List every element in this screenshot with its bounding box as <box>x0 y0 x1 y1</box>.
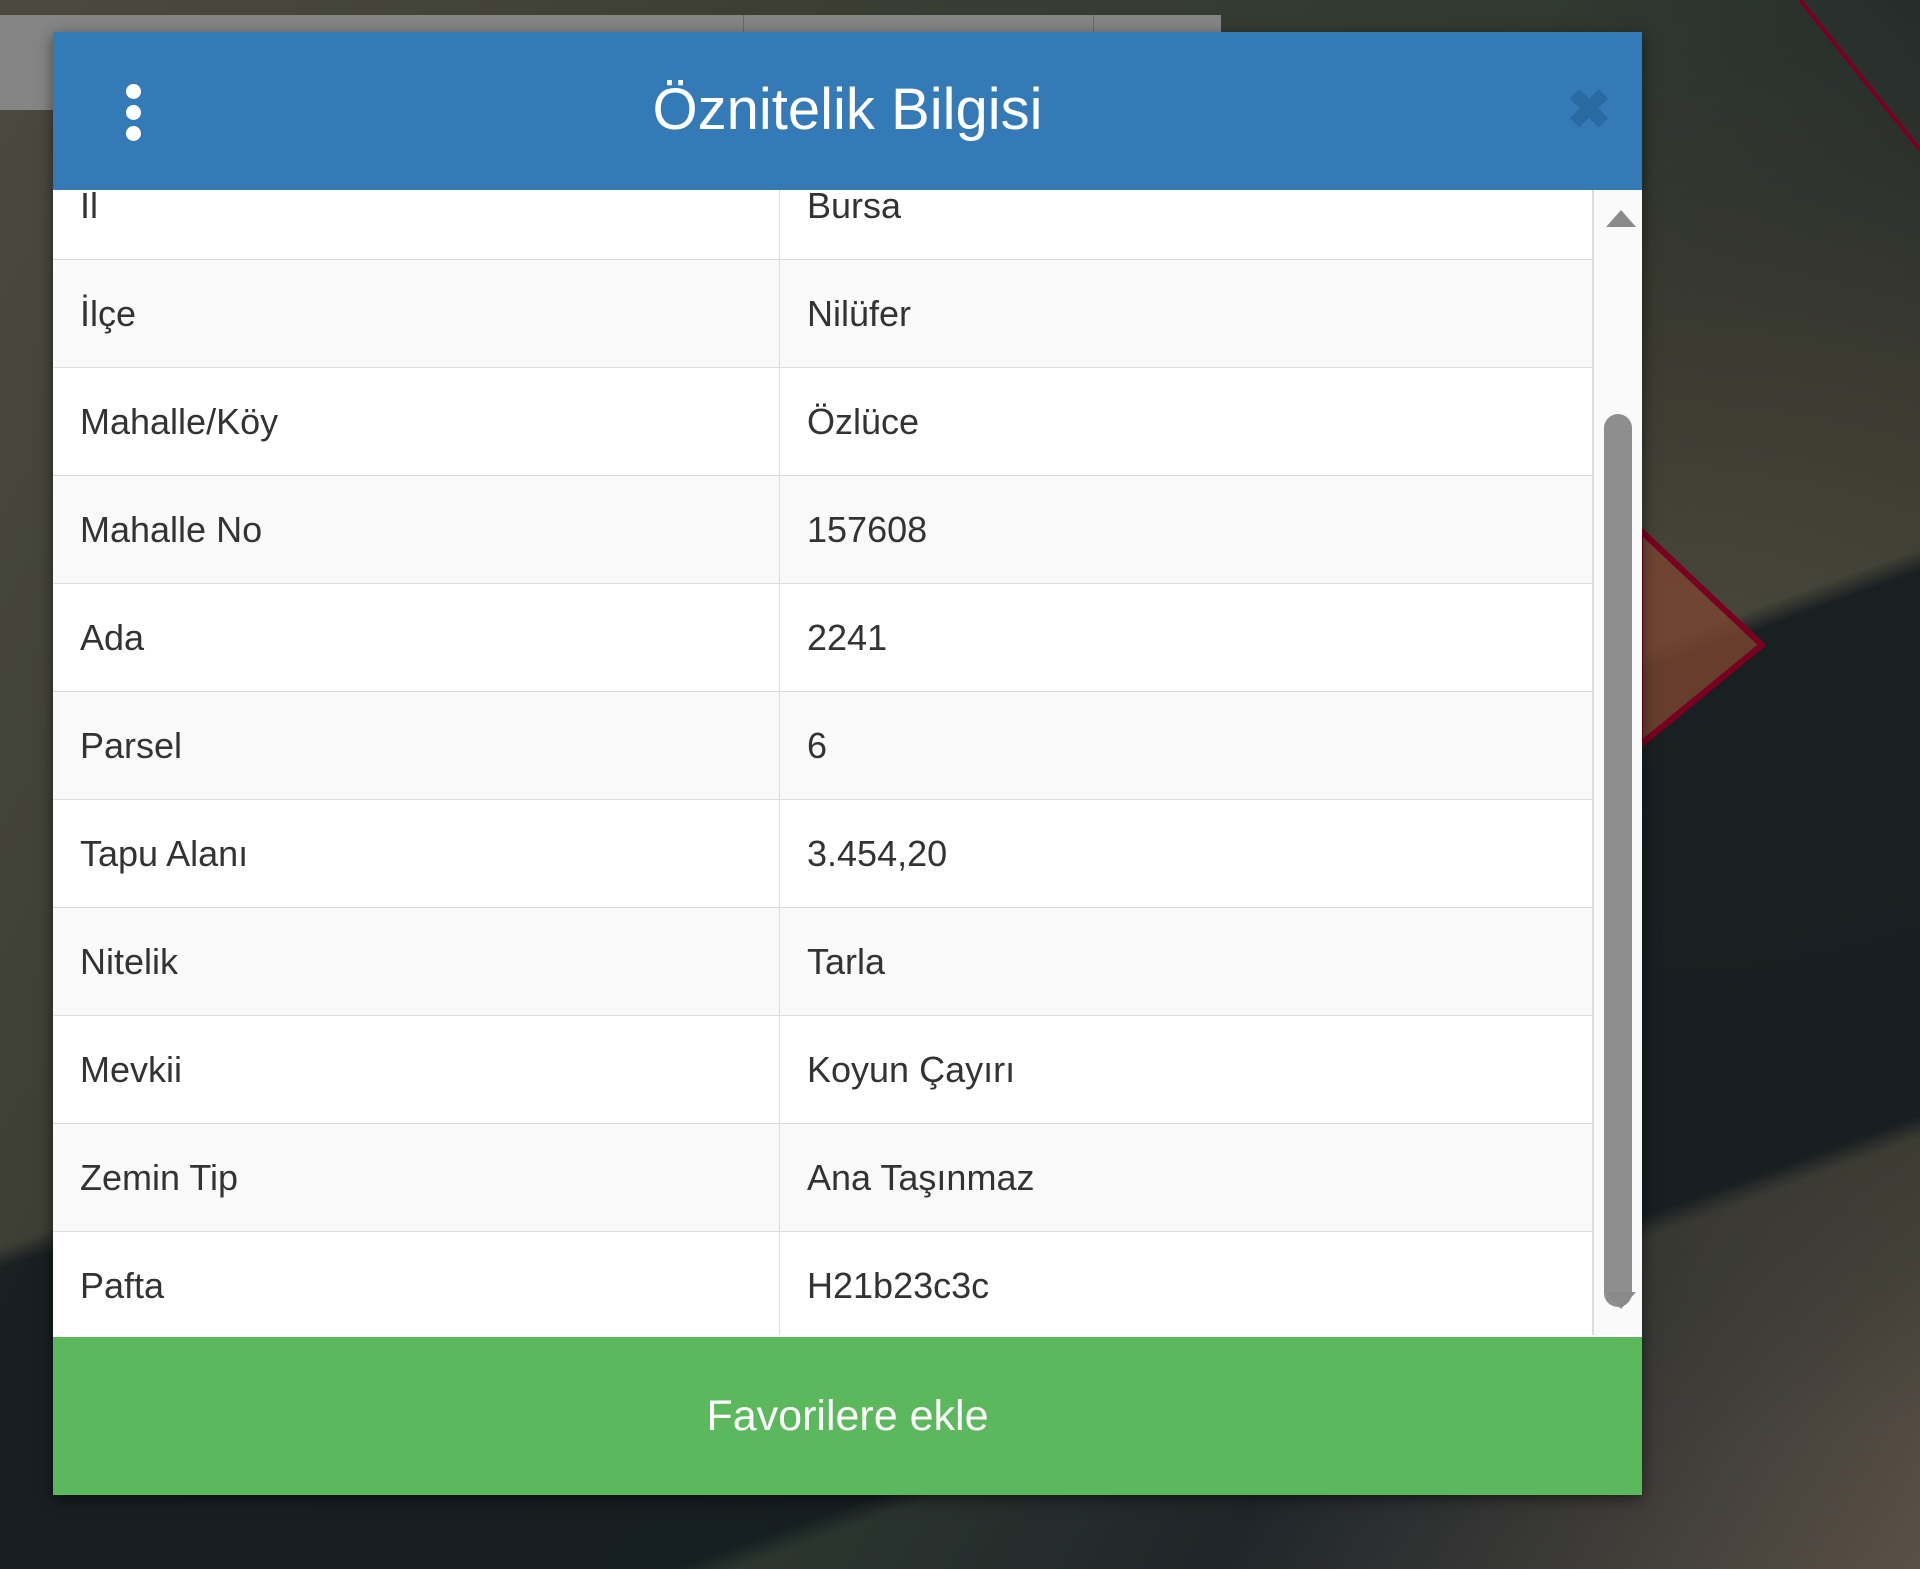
attribute-value: Ana Taşınmaz <box>807 1156 1035 1198</box>
attribute-label: Mahalle No <box>53 476 780 583</box>
table-row: Tapu Alanı 3.454,20 <box>53 800 1592 908</box>
table-row: Mevkii Koyun Çayırı <box>53 1016 1592 1124</box>
attribute-label: Mahalle/Köy <box>53 368 780 475</box>
attribute-label: İl <box>53 190 780 259</box>
attribute-value: Tarla <box>807 940 886 982</box>
add-to-favorites-button[interactable]: Favorilere ekle <box>53 1337 1642 1495</box>
attribute-value: 6 <box>807 724 828 766</box>
table-row: Mahalle/Köy Özlüce <box>53 368 1592 476</box>
dialog-title: Öznitelik Bilgisi <box>652 77 1043 142</box>
attribute-value: 2241 <box>807 616 888 658</box>
attribute-info-dialog: Öznitelik Bilgisi ✖ İl Bursa İlçe Nilüfer Ma… <box>53 32 1642 1495</box>
table-row: Mahalle No 157608 <box>53 476 1592 584</box>
parcel-polygon[interactable] <box>1637 523 1767 752</box>
attribute-label: Nitelik <box>53 908 780 1015</box>
parcel-boundary-line <box>1798 0 1920 152</box>
attribute-label: Pafta <box>53 1232 780 1335</box>
attribute-value: Bursa <box>807 190 902 226</box>
table-row: Nitelik Tarla <box>53 908 1592 1016</box>
attribute-value: Nilüfer <box>807 292 912 334</box>
attribute-label: Ada <box>53 584 780 691</box>
scrollbar[interactable] <box>1594 190 1642 1335</box>
table-row: Zemin Tip Ana Taşınmaz <box>53 1124 1592 1232</box>
attribute-value: H21b23c3c <box>807 1264 990 1306</box>
table-row: Parsel 6 <box>53 692 1592 800</box>
attribute-label: İlçe <box>53 260 780 367</box>
attribute-label: Tapu Alanı <box>53 800 780 907</box>
table-row: Pafta H21b23c3c <box>53 1232 1592 1335</box>
attribute-table: İl Bursa İlçe Nilüfer Mahalle/Köy Özlüce Mahal… <box>53 190 1594 1335</box>
table-row: İl Bursa <box>53 190 1592 260</box>
attribute-label: Zemin Tip <box>53 1124 780 1231</box>
attribute-value: Özlüce <box>807 400 920 442</box>
dialog-header: Öznitelik Bilgisi ✖ <box>53 32 1642 190</box>
scroll-down-arrow-icon[interactable] <box>1606 1292 1636 1309</box>
scrollbar-thumb[interactable] <box>1604 414 1632 1307</box>
attribute-value: 3.454,20 <box>807 832 948 874</box>
scroll-up-arrow-icon[interactable] <box>1606 210 1636 227</box>
table-row: Ada 2241 <box>53 584 1592 692</box>
attribute-label: Mevkii <box>53 1016 780 1123</box>
attribute-value: 157608 <box>807 508 928 550</box>
close-x-icon[interactable]: ✖ <box>1566 80 1612 140</box>
vertical-ellipsis-icon[interactable] <box>121 84 145 142</box>
table-row: İlçe Nilüfer <box>53 260 1592 368</box>
attribute-value: Koyun Çayırı <box>807 1048 1016 1090</box>
attribute-label: Parsel <box>53 692 780 799</box>
